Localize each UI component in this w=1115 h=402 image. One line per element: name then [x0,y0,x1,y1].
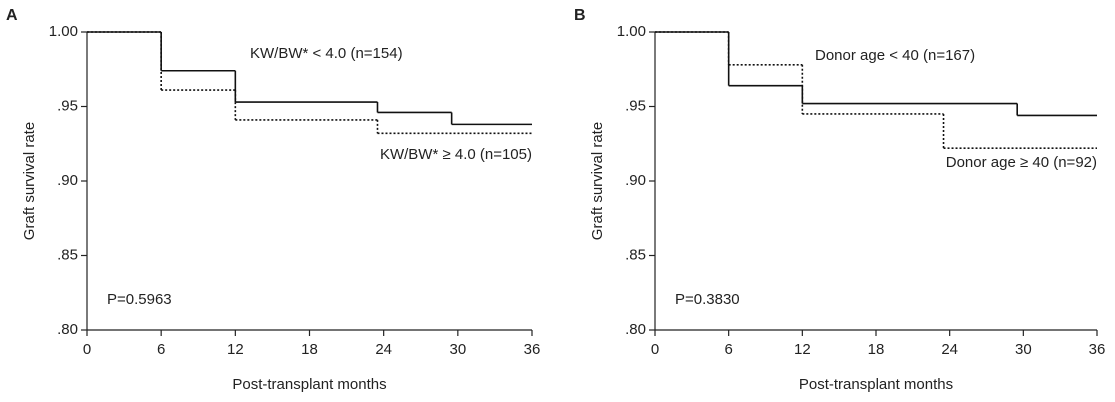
y-tick-label: .95 [625,97,646,114]
y-axis-title: Graft survival rate [21,122,38,240]
x-tick-label: 0 [83,341,91,358]
x-tick-label: 24 [941,341,958,358]
y-tick-label: 1.00 [617,23,646,40]
y-tick-label: .90 [625,172,646,189]
x-tick-label: 6 [724,341,732,358]
annotation: P=0.5963 [107,291,172,308]
y-tick-label: .85 [625,246,646,263]
y-tick-label: .80 [57,321,78,338]
x-tick-label: 0 [651,341,659,358]
x-tick-label: 18 [301,341,318,358]
annotation: P=0.3830 [675,291,740,308]
y-tick-label: .80 [625,321,646,338]
y-tick-label: .90 [57,172,78,189]
x-tick-label: 6 [157,341,165,358]
y-tick-label: .95 [57,97,78,114]
x-tick-label: 18 [868,341,885,358]
y-tick-label: .85 [57,246,78,263]
x-axis-title: Post-transplant months [799,376,953,393]
y-tick-label: 1.00 [49,23,78,40]
series-label: Donor age ≥ 40 (n=92) [946,154,1097,171]
series-label: KW/BW* < 4.0 (n=154) [250,45,403,62]
x-tick-label: 36 [524,341,541,358]
panel-letter: B [574,7,586,24]
panel-letter: A [6,7,18,24]
x-axis-title: Post-transplant months [232,376,386,393]
x-tick-label: 24 [375,341,392,358]
x-tick-label: 12 [794,341,811,358]
x-tick-label: 12 [227,341,244,358]
x-tick-label: 30 [1015,341,1032,358]
x-tick-label: 30 [449,341,466,358]
y-axis-title: Graft survival rate [589,122,606,240]
series-label: KW/BW* ≥ 4.0 (n=105) [380,146,532,163]
series-label: Donor age < 40 (n=167) [815,47,975,64]
x-tick-label: 36 [1089,341,1106,358]
